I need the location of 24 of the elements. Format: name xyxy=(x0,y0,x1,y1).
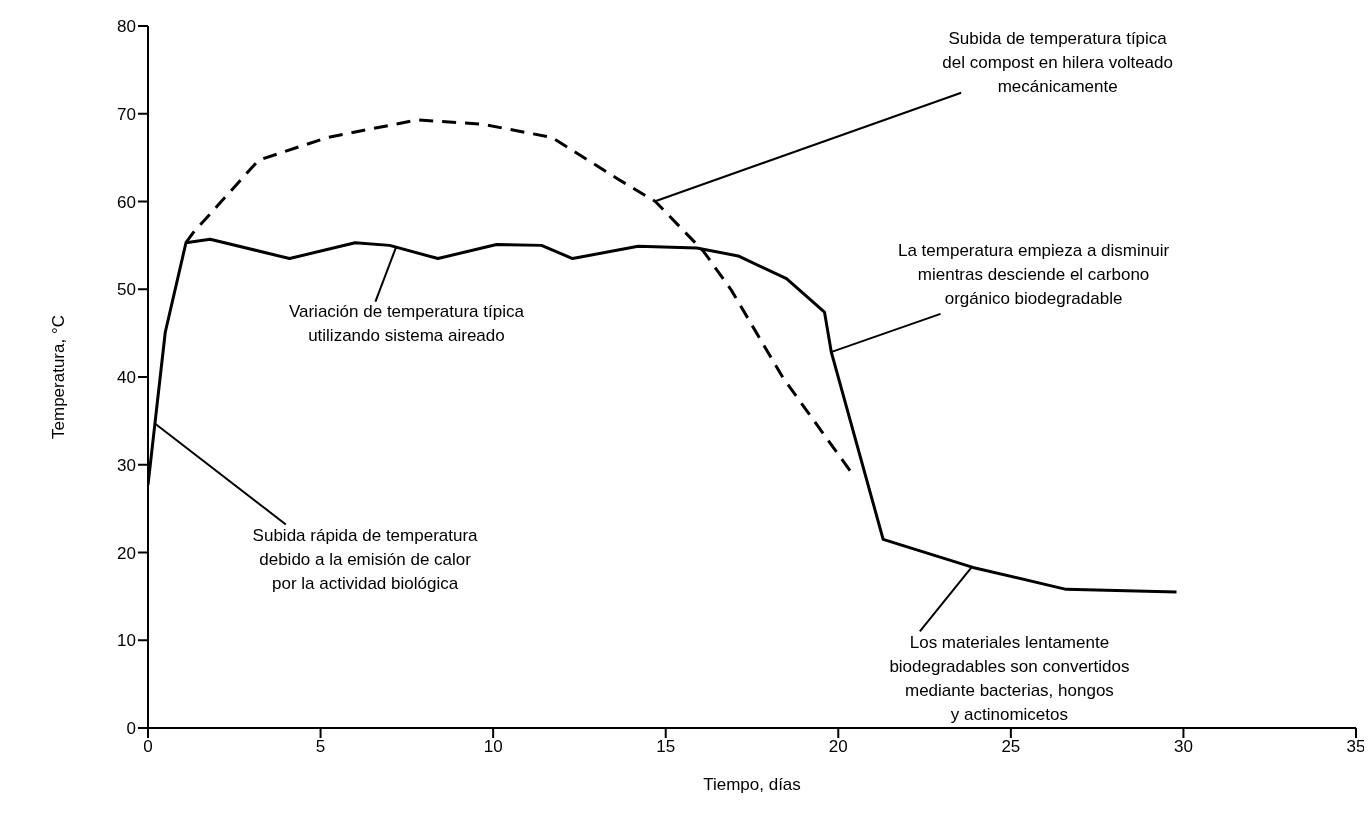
annotation: La temperatura empieza a disminuir mientras desciende el carbono orgánico biodegradable xyxy=(897,240,1170,308)
x-tick-label: 10 xyxy=(483,737,503,757)
y-tick-label: 30 xyxy=(117,455,136,475)
annotation: Variación de temperatura típica utilizando sistema aireado xyxy=(288,302,525,346)
x-tick-label: 5 xyxy=(315,737,326,757)
annotation: Los materiales lentamente biodegradables son convertidos mediante bacterias, hongos y actinomicetos xyxy=(889,633,1130,725)
y-tick-label: 50 xyxy=(117,280,136,300)
y-tick-label: 40 xyxy=(117,368,136,388)
x-axis-title: Tiempo, días xyxy=(703,775,801,794)
y-tick-label: 80 xyxy=(117,17,136,37)
x-tick-label: 20 xyxy=(828,737,848,757)
y-tick-label: 20 xyxy=(117,543,136,563)
x-tick-label: 35 xyxy=(1346,737,1366,757)
x-tick-label: 30 xyxy=(1173,737,1193,757)
y-tick-label: 70 xyxy=(117,104,136,124)
x-tick-label: 25 xyxy=(1001,737,1021,757)
y-tick-label: 0 xyxy=(126,719,136,739)
x-tick-label: 15 xyxy=(656,737,676,757)
y-axis-title: Temperatura, °C xyxy=(49,315,69,439)
x-tick-label: 0 xyxy=(143,737,153,757)
y-tick-label: 60 xyxy=(117,192,136,212)
y-tick-label: 10 xyxy=(117,631,136,651)
annotation: Subida de temperatura típica del compost en hilera volteado mecánicamente xyxy=(942,28,1173,96)
annotation: Subida rápida de temperatura debido a la emisión de calor por la actividad biológica xyxy=(252,526,479,594)
